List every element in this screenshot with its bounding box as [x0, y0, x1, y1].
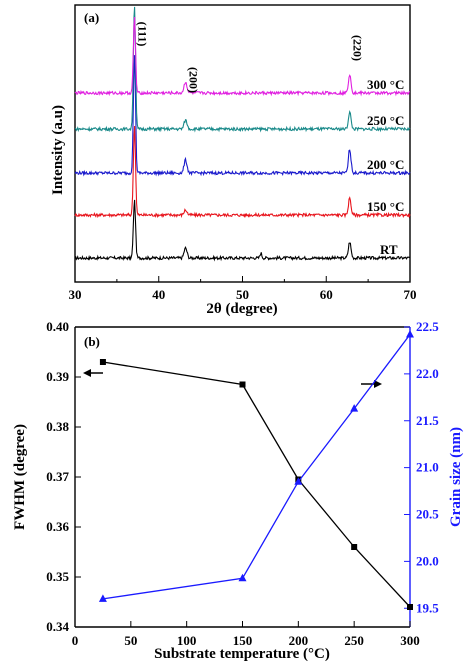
grain-size-point: [350, 404, 359, 412]
xrd-panel-label: (a): [84, 10, 99, 25]
grain-size-point: [98, 594, 107, 602]
fwhm-point: [351, 544, 358, 550]
b-y-tick-label: 0.39: [46, 369, 69, 384]
xrd-x-tick-label: 60: [320, 287, 333, 302]
b-y2-axis-title: Grain size (nm): [448, 427, 464, 527]
grain-size-point: [294, 477, 303, 485]
b-x-tick-label: 50: [124, 633, 137, 648]
series-label: 300 °C: [367, 77, 404, 92]
fwhm-grainsize-panel: (b) FWHM (degree) Grain size (nm) Substr…: [12, 319, 464, 662]
b-y2-tick-label: 21.0: [416, 460, 439, 475]
peak-label: (111): [135, 22, 149, 47]
b-x-tick-label: 150: [233, 633, 253, 648]
b-y2-tick-label: 20.0: [416, 553, 439, 568]
series-label: RT: [380, 242, 398, 257]
b-y-tick-label: 0.36: [46, 519, 69, 534]
xrd-x-tick-label: 70: [404, 287, 417, 302]
peak-label: (220): [351, 35, 365, 61]
b-x-axis-title: Substrate temperature (°C): [154, 646, 330, 662]
b-y2-tick-label: 22.0: [416, 366, 439, 381]
left-axis-arrow-icon: [83, 369, 103, 377]
grain-size-point: [406, 330, 414, 338]
b-x-tick-label: 100: [177, 633, 197, 648]
xrd-curve: [74, 55, 411, 177]
b-x-tick-label: 0: [72, 633, 79, 648]
xrd-x-axis-title: 2θ (degree): [206, 301, 277, 317]
xrd-panel: (a) Intensity (a.u) 2θ (degree) 30 40 50 60…: [50, 4, 417, 317]
b-y-tick-label: 0.35: [46, 569, 69, 584]
b-y2-tick-label: 21.5: [416, 413, 439, 428]
peak-label: (200): [187, 67, 201, 93]
b-y2-tick-label: 20.5: [416, 507, 439, 522]
b-y-tick-label: 0.37: [46, 469, 69, 484]
b-y-tick-label: 0.40: [46, 319, 69, 334]
xrd-curve: [74, 125, 411, 219]
xrd-y-axis-title: Intensity (a.u): [50, 105, 66, 195]
right-axis-arrow-icon: [361, 380, 382, 388]
b-y2-tick-label: 19.5: [416, 600, 439, 615]
xrd-x-tick-label: 40: [152, 287, 165, 302]
fwhm-line: [102, 361, 411, 608]
b-panel-label: (b): [84, 334, 100, 349]
b-y-tick-label: 0.34: [46, 619, 69, 634]
grain-size-point: [238, 573, 247, 582]
series-label: 200 °C: [367, 157, 404, 172]
grain-size-line: [102, 334, 411, 600]
xrd-curve: [74, 16, 411, 97]
fwhm-point: [407, 604, 413, 610]
fwhm-point: [99, 359, 106, 365]
series-label: 150 °C: [367, 199, 404, 214]
series-label: 250 °C: [367, 113, 404, 128]
xrd-x-tick-label: 30: [69, 287, 82, 302]
b-y-axis-title: FWHM (degree): [12, 424, 28, 530]
xrd-curve: [74, 199, 411, 262]
b-x-tick-label: 300: [400, 633, 420, 648]
xrd-curve: [74, 6, 411, 133]
b-y2-tick-label: 22.5: [416, 319, 439, 334]
fwhm-point: [239, 381, 246, 388]
xrd-x-tick-label: 50: [236, 287, 249, 302]
b-x-tick-label: 200: [289, 633, 309, 648]
b-y-tick-label: 0.38: [46, 419, 69, 434]
b-x-tick-label: 250: [344, 633, 364, 648]
